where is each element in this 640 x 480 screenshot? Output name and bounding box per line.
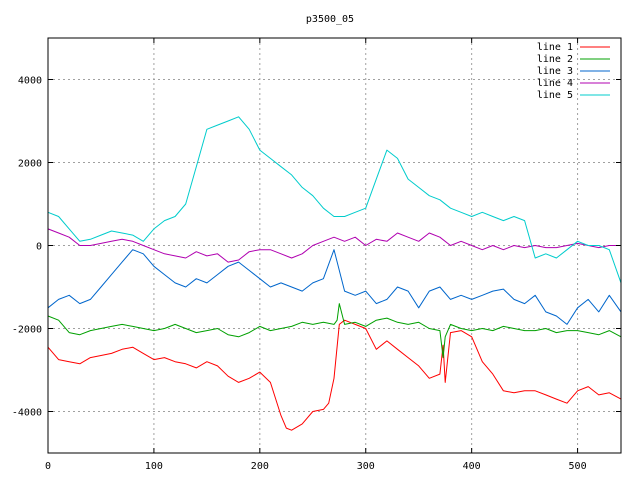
x-tick-label: 300 (357, 461, 375, 472)
legend-label: line 4 (537, 78, 573, 89)
series-line-5 (47, 116, 622, 284)
y-tick-label: 2000 (18, 159, 42, 170)
legend-label: line 2 (537, 54, 573, 65)
legend-label: line 3 (537, 66, 573, 77)
legend-label: line 1 (537, 42, 573, 53)
x-tick-label: 400 (463, 461, 481, 472)
axis-ticks: 0 100 200 300 400 500 -4000 -2000 0 2000 4000 (12, 38, 621, 472)
x-tick-label: 100 (145, 461, 163, 472)
y-tick-label: 4000 (18, 76, 42, 87)
x-tick-label: 500 (569, 461, 587, 472)
series-line-2 (47, 303, 622, 359)
series-line-1 (47, 319, 622, 431)
y-tick-label: -4000 (12, 408, 42, 419)
series-line-3 (47, 249, 622, 325)
legend-label: line 5 (537, 90, 573, 101)
y-tick-label: 0 (36, 242, 42, 253)
x-tick-label: 200 (251, 461, 269, 472)
y-tick-label: -2000 (12, 325, 42, 336)
x-tick-label: 0 (45, 461, 51, 472)
series-line-4 (47, 228, 621, 263)
chart-title: p3500_05 (306, 14, 354, 25)
series-lines (47, 116, 622, 431)
